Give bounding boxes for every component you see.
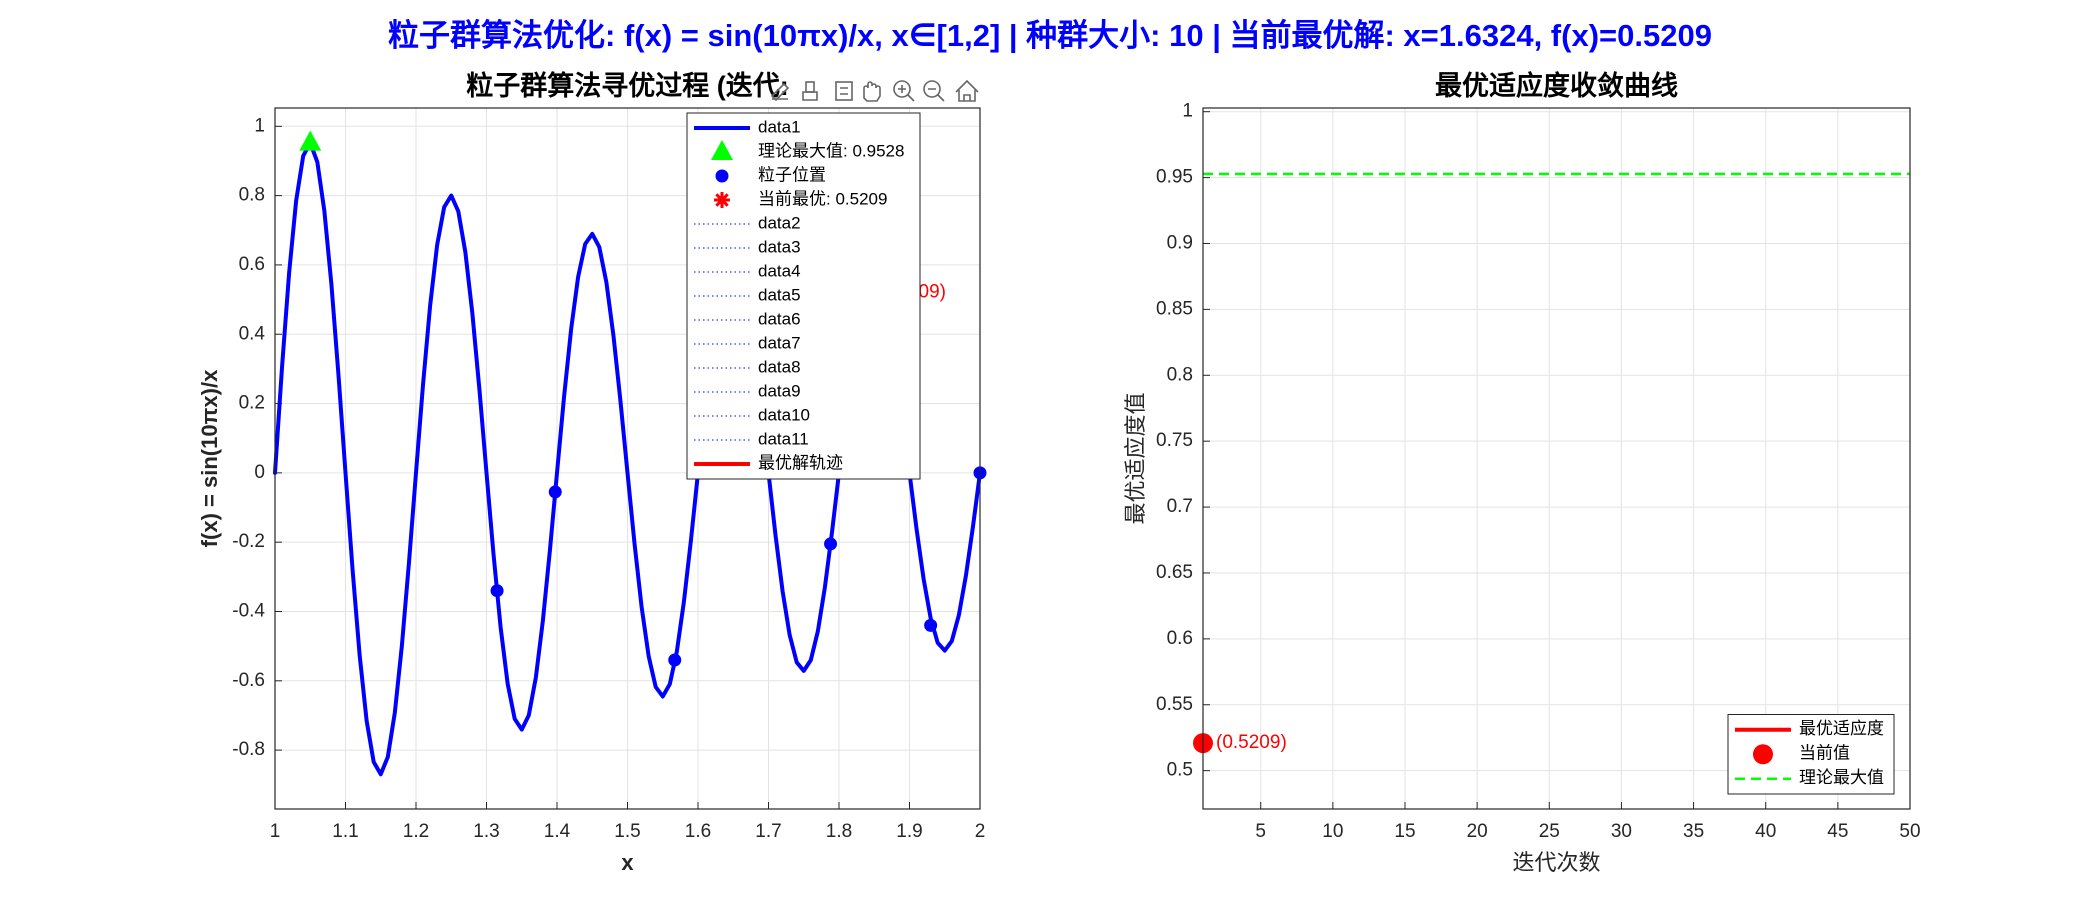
legend-label: data6 [758,309,801,328]
y-tick-label: 0.5 [1167,760,1193,781]
legend-label: 理论最大值 [1799,768,1884,787]
legend-label: 当前值 [1799,744,1850,763]
x-tick-label: 1.9 [896,821,922,842]
pan-tool[interactable] [863,81,881,102]
axes-box [1202,107,1911,810]
y-axis-label: f(x) = sin(10πx)/x [197,369,222,547]
x-tick-label: 1.8 [826,821,852,842]
y-axis-label: 最优适应度值 [1123,392,1148,524]
legend-label: 当前最优: 0.5209 [758,189,887,208]
x-tick-label: 15 [1394,821,1415,842]
export-tool[interactable] [835,81,853,101]
data-tips-tool[interactable] [802,81,818,101]
legend-label: data11 [758,429,809,448]
marker-circle [715,169,729,183]
x-tick-label: 1.6 [685,821,711,842]
legend-label: 粒子位置 [758,165,826,184]
legend-label: data3 [758,237,801,256]
legend-label: data2 [758,213,801,232]
x-tick-label: 5 [1255,821,1266,842]
legend-label: data9 [758,381,801,400]
y-tick-label: 0.8 [239,185,265,206]
y-tick-label: 0.9 [1167,232,1193,253]
x-tick-label: 25 [1539,821,1560,842]
x-axis-label: x [621,850,634,875]
x-tick-label: 30 [1611,821,1632,842]
marker-circle [924,618,938,632]
y-tick-label: 0.6 [239,254,265,275]
x-tick-label: 35 [1683,821,1704,842]
y-tick-label: -0.2 [232,531,265,552]
axes-box [274,107,981,810]
marker-circle [548,485,562,499]
x-tick-label: 40 [1755,821,1776,842]
home-tool[interactable] [955,79,979,102]
y-tick-label: -0.8 [232,739,265,760]
legend-label: 理论最大值: 0.9528 [758,141,904,160]
legend-label: data4 [758,261,801,280]
marker-circle [1753,744,1773,765]
x-axis-label: 迭代次数 [1512,850,1600,875]
zoom-in-tool[interactable] [893,80,915,102]
y-tick-label: 0.75 [1156,430,1193,451]
y-tick-label: 0.85 [1156,298,1193,319]
x-tick-label: 1.5 [614,821,640,842]
marker-asterisk [714,192,730,208]
legend-label: data7 [758,333,801,352]
y-tick-label: 0.95 [1156,167,1193,188]
annotation: (0.5209) [1216,732,1287,753]
x-tick-label: 45 [1827,821,1848,842]
marker-circle [668,653,682,667]
x-tick-label: 1.3 [473,821,499,842]
y-tick-label: -0.4 [232,601,265,622]
axes: 1 1.1 1.2 1.3 1.4 1.5 1.6 1.7 1.8 1.9 2 -0.8 -0.6 -0.… [197,70,987,875]
marker-triangle [711,140,733,160]
y-tick-label: 0 [254,462,265,483]
marker-circle [824,537,838,551]
legend-label: data8 [758,357,801,376]
brush-tool[interactable] [770,82,790,102]
x-tick-label: 20 [1467,821,1488,842]
zoom-out-tool[interactable] [923,80,945,102]
x-tick-label: 1.4 [544,821,571,842]
x-tick-label: 1.1 [332,821,358,842]
legend-label: data1 [758,117,801,136]
y-tick-label: 0.6 [1167,628,1193,649]
y-tick-label: 0.8 [1167,364,1193,385]
x-tick-label: 1.2 [403,821,429,842]
y-tick-label: 0.4 [239,323,266,344]
axes-toolbar [770,79,979,102]
figure-title: 粒子群算法优化: f(x) = sin(10πx)/x, x∈[1,2] | 种… [388,18,1712,53]
axes-title: 粒子群算法寻优过程 (迭代: [466,70,788,101]
legend-label: 最优适应度 [1799,719,1884,738]
x-tick-label: 1.7 [755,821,781,842]
marker-triangle [299,130,322,151]
y-tick-label: 0.55 [1156,694,1193,715]
y-tick-label: 0.7 [1167,496,1193,517]
y-tick-label: 1 [254,115,265,136]
x-tick-label: 10 [1322,821,1343,842]
x-tick-label: 50 [1899,821,1920,842]
axes: 5 10 15 20 25 30 35 40 45 50 0.5 0.55 0.6 0.65 0.7 0.75… [1123,70,1921,875]
axes-title: 最优适应度收敛曲线 [1435,70,1678,101]
marker-circle [490,584,504,598]
y-tick-label: 0.2 [239,393,265,414]
x-tick-label: 2 [975,821,986,842]
legend-label: 最优解轨迹 [758,453,843,472]
y-tick-label: -0.6 [232,670,265,691]
x-tick-label: 1 [270,821,281,842]
y-tick-label: 1 [1182,101,1193,122]
legend-label: data10 [758,405,810,424]
y-tick-label: 0.65 [1156,562,1193,583]
legend-label: data5 [758,285,801,304]
plot-area [1203,108,1910,809]
